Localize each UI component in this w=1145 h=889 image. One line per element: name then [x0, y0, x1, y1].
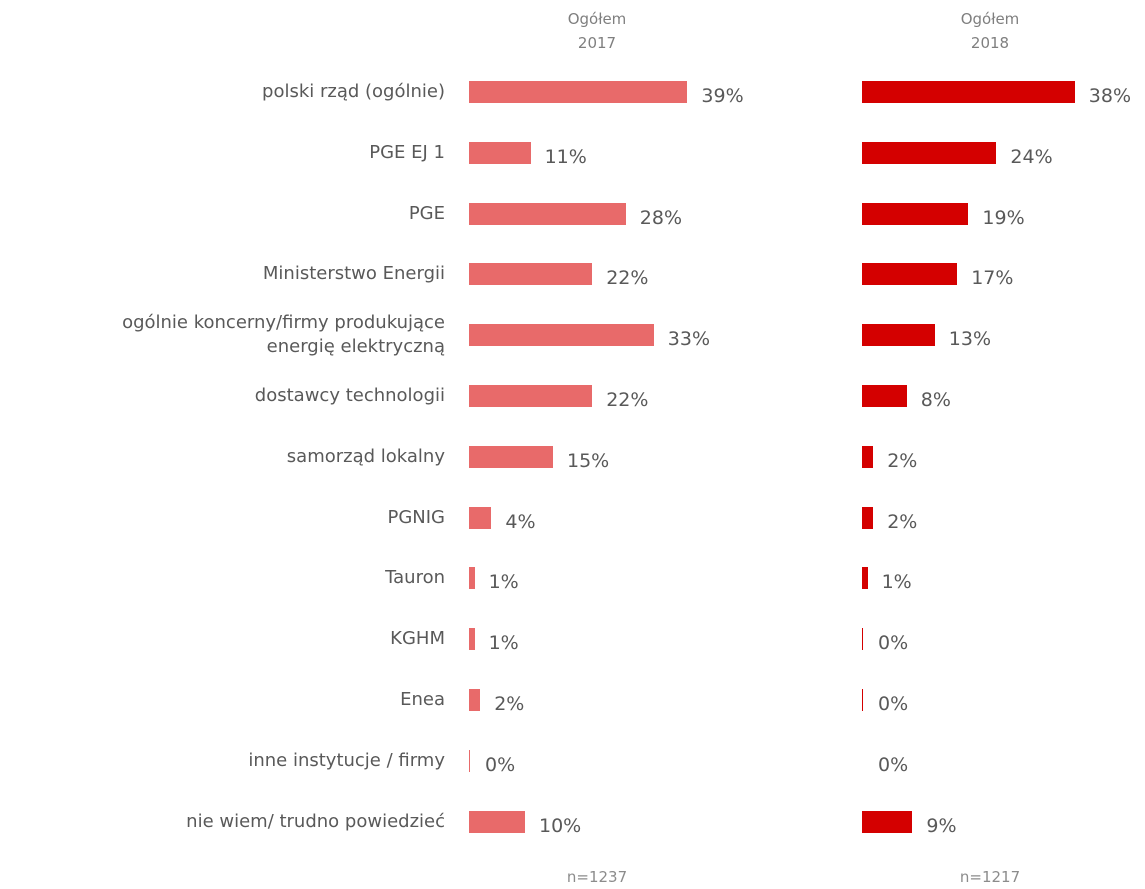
category-label: polski rząd (ogólnie): [262, 81, 445, 102]
value-label: 1%: [488, 632, 519, 655]
value-label: 0%: [878, 693, 909, 715]
panel-title: Ogółem: [960, 10, 1020, 28]
bar: [862, 81, 1075, 103]
value-label: 24%: [1010, 145, 1053, 168]
category-label: dostawcy technologii: [254, 385, 445, 406]
value-label: 38%: [1088, 85, 1132, 107]
panel-subtitle: 2018: [970, 34, 1010, 52]
value-label: 8%: [920, 389, 951, 411]
category-label: nie wiem/ trudno powiedzieć: [186, 810, 445, 832]
bar: [862, 445, 874, 468]
bar: [862, 567, 868, 590]
bar: [862, 263, 958, 286]
bar: [862, 810, 913, 833]
bar: [862, 202, 969, 225]
bar: [862, 385, 907, 407]
bar: [469, 506, 492, 529]
value-label: 11%: [544, 145, 587, 168]
bar: [469, 445, 553, 468]
bar: [469, 749, 471, 772]
value-label: 2%: [887, 449, 918, 472]
category-label: Tauron: [385, 567, 445, 589]
category-label: PGE EJ 1: [369, 141, 445, 163]
bar: [469, 324, 654, 347]
bar: [469, 263, 593, 286]
bar: [469, 141, 531, 164]
bar: [469, 385, 593, 407]
value-label: 19%: [982, 206, 1025, 229]
value-label: 0%: [485, 753, 516, 776]
category-label: Ministerstwo Energii: [262, 263, 445, 285]
category-label: inne instytucje / firmy: [248, 749, 445, 771]
category-label: PGE: [408, 202, 445, 224]
bar: [469, 689, 481, 711]
bar: [469, 810, 525, 833]
category-label: samorząd lokalny: [286, 445, 445, 467]
category-label: ogólnie koncerny/firmy produkujące energ…: [122, 312, 445, 358]
bar: [469, 81, 688, 103]
category-label: PGNIG: [387, 506, 445, 528]
value-label: 4%: [505, 510, 536, 533]
value-label: 15%: [567, 449, 610, 472]
bar: [862, 628, 864, 651]
value-label: 10%: [539, 814, 582, 837]
value-label: 1%: [488, 571, 519, 594]
value-label: 9%: [926, 814, 957, 837]
value-label: 33%: [667, 328, 711, 351]
bar: [862, 141, 997, 164]
panel-title: Ogółem: [567, 10, 627, 28]
bar: [862, 506, 874, 529]
value-label: 0%: [878, 632, 909, 655]
sample-note: n=1217: [959, 868, 1021, 886]
value-label: 2%: [494, 693, 525, 715]
value-label: 39%: [701, 85, 744, 107]
panel-subtitle: 2017: [577, 34, 617, 52]
bar: [469, 628, 475, 651]
value-label: 28%: [639, 206, 683, 229]
value-label: 0%: [878, 753, 909, 776]
sample-note: n=1237: [566, 868, 628, 886]
category-label: KGHM: [390, 628, 445, 650]
value-label: 1%: [881, 571, 912, 594]
category-label: Enea: [400, 689, 445, 710]
bar: [862, 689, 864, 711]
value-label: 22%: [606, 267, 649, 290]
value-label: 13%: [948, 328, 992, 351]
value-label: 22%: [606, 389, 649, 411]
bar: [469, 567, 475, 590]
bar: [862, 324, 935, 347]
bar: [469, 202, 626, 225]
value-label: 17%: [971, 267, 1014, 290]
value-label: 2%: [887, 510, 918, 533]
